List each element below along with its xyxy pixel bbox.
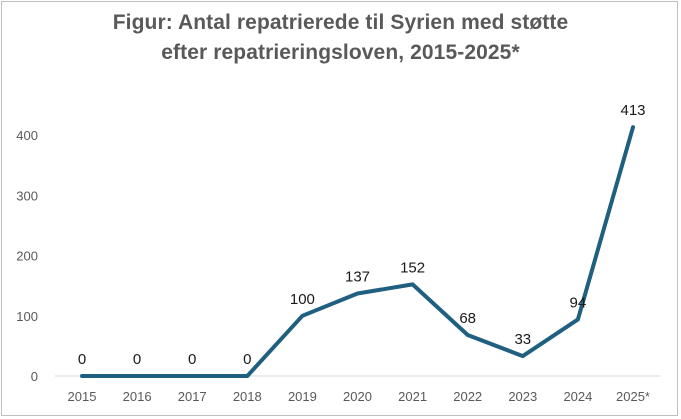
chart-title-line-1: Figur: Antal repatrierede til Syrien med… [112,11,569,34]
data-label: 0 [78,351,86,368]
chart-title-line-2: efter repatrieringsloven, 2015-2025* [161,41,520,64]
x-tick-label: 2019 [288,389,317,404]
data-label: 413 [620,102,645,119]
y-tick-label: 400 [16,128,38,143]
y-tick-label: 300 [16,188,38,203]
data-label: 152 [400,259,425,276]
data-labels: 0 0 0 0 100 137 152 68 33 94 413 [78,102,646,368]
y-tick-label: 100 [16,309,38,324]
y-tick-label: 200 [16,249,38,264]
data-label: 0 [243,351,251,368]
y-tick-label: 0 [31,369,38,384]
x-tick-label: 2020 [343,389,372,404]
x-tick-label: 2024 [563,389,592,404]
data-label: 0 [188,351,196,368]
data-label: 137 [345,268,370,285]
data-label: 0 [133,351,141,368]
data-label: 33 [514,331,531,348]
series-repatriated [80,125,635,378]
x-tick-label: 2021 [398,389,427,404]
data-label: 100 [290,291,315,308]
series-line [80,125,635,378]
data-label: 94 [570,294,587,311]
x-axis: 2015 2016 2017 2018 2019 2020 2021 2022 2023 2024… [68,389,650,404]
x-tick-label: 2018 [233,389,262,404]
x-tick-label: 2023 [508,389,537,404]
x-tick-label: 2016 [123,389,152,404]
x-tick-label: 2025* [616,389,650,404]
x-tick-label: 2017 [178,389,207,404]
data-label: 68 [459,310,476,327]
y-axis: 0 100 200 300 400 [16,128,38,384]
chart-title: Figur: Antal repatrierede til Syrien med… [0,8,681,68]
x-tick-label: 2015 [68,389,97,404]
x-tick-label: 2022 [453,389,482,404]
